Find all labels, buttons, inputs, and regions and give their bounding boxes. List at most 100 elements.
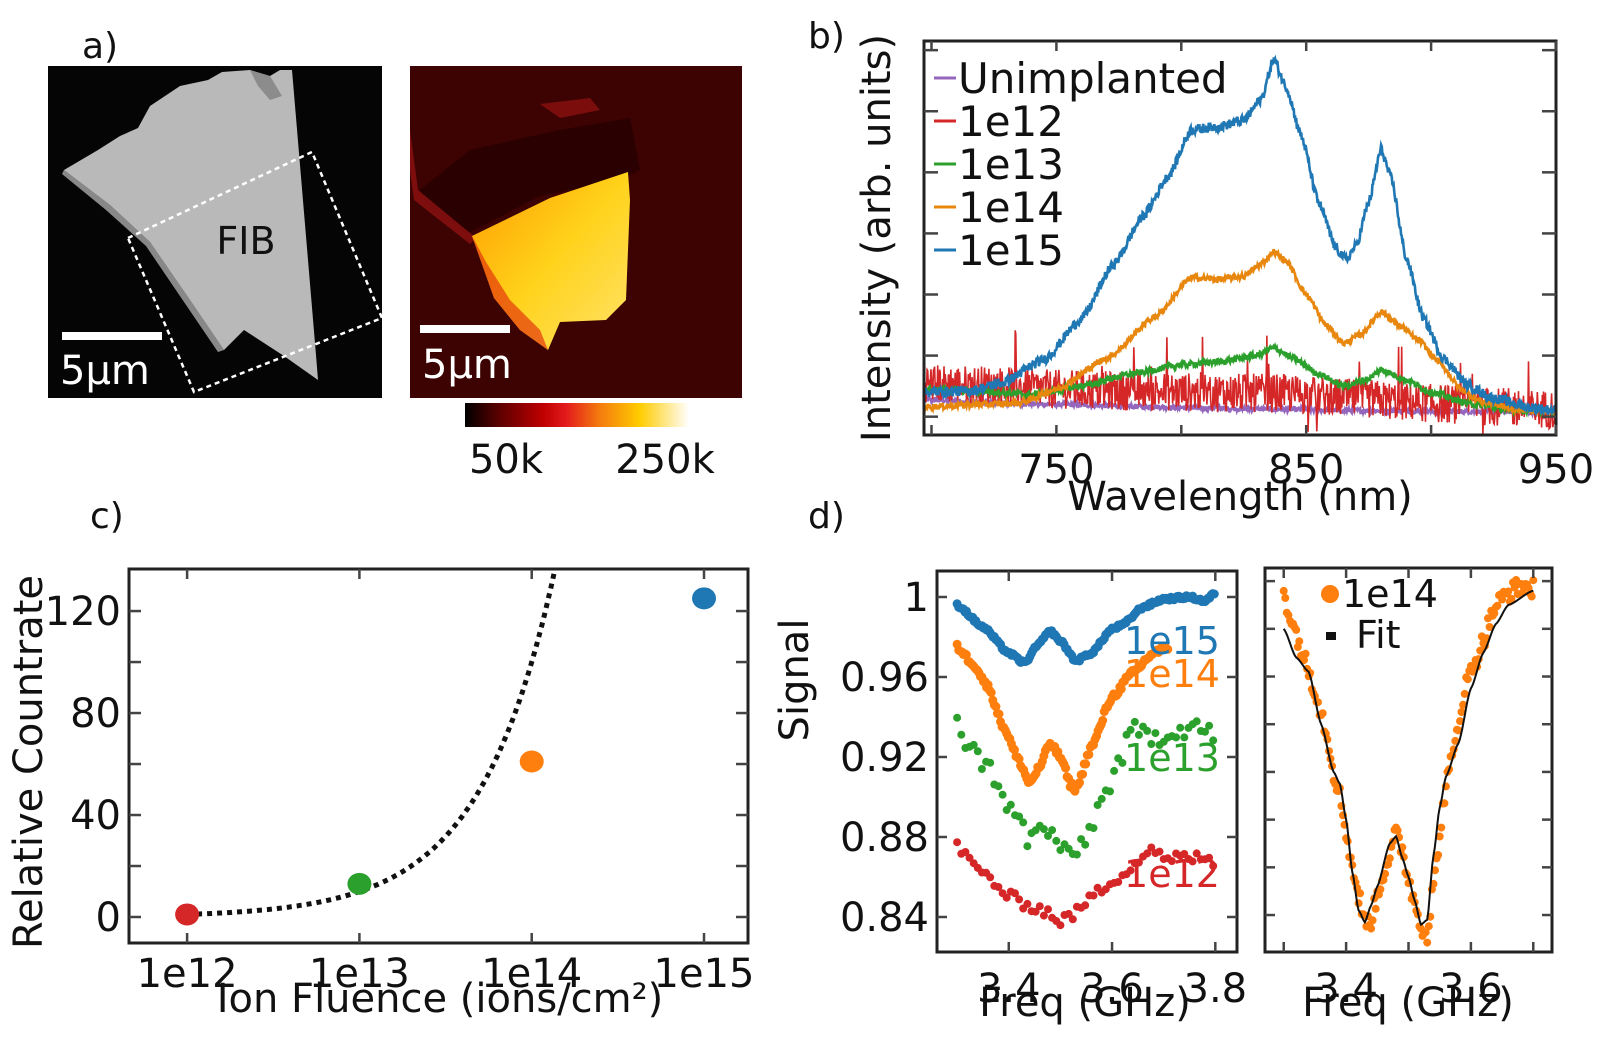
data-point: [994, 883, 1003, 891]
data-point: [1151, 729, 1160, 738]
series-line-unimplanted: [924, 393, 1556, 420]
axis-ticks-c: 1e12 1e13 1e14 1e15 0 40 80 120: [45, 569, 755, 997]
data-point: [1006, 800, 1015, 809]
y-tick-label: 40: [70, 793, 121, 839]
data-point: [961, 848, 970, 856]
y-tick-label: 0.84: [840, 895, 929, 941]
data-point: [1172, 733, 1181, 742]
data-point: [1493, 601, 1502, 610]
x-tick-label: 1e13: [309, 951, 410, 997]
data-point: [1529, 576, 1538, 585]
data-point: [1089, 824, 1098, 833]
data-point: [1393, 826, 1402, 835]
data-point: [1300, 656, 1308, 665]
colorbar-min-label: 50k: [469, 437, 544, 483]
data-point: [1437, 823, 1446, 832]
series-label: 1e14: [1124, 652, 1220, 696]
legend-label: 1e14: [958, 183, 1064, 232]
data-point: [1077, 835, 1086, 844]
x-axis-title-d-left: Freq (GHz): [979, 980, 1191, 1026]
data-point: [1435, 832, 1444, 841]
series-1e15: [952, 589, 1219, 667]
data-point: [1279, 586, 1288, 595]
plot-frame-c: [127, 567, 750, 945]
data-point: [1143, 849, 1152, 858]
data-point: [1457, 708, 1466, 716]
data-point: [1116, 684, 1126, 694]
data-point: [1056, 921, 1065, 930]
y-tick-label: 0.88: [840, 815, 929, 861]
data-point: [175, 903, 200, 926]
y-tick-label: 0.96: [840, 655, 929, 701]
data-point: [1463, 675, 1472, 684]
data-point: [1002, 893, 1011, 902]
data-point: [1454, 726, 1463, 735]
series-line-1e13: [924, 342, 1556, 419]
colorbar: 50k 250k: [465, 403, 716, 483]
x-tick-label: 3.4: [977, 966, 1041, 1012]
data-point: [1379, 875, 1388, 884]
data-point: [1081, 901, 1090, 910]
panel-label-b: b): [808, 16, 845, 57]
fit-curve: [187, 572, 557, 917]
data-point: [1192, 849, 1201, 858]
data-point: [1367, 924, 1376, 933]
data-point: [1019, 818, 1028, 827]
x-tick-label: 3.6: [1439, 966, 1503, 1012]
x-tick-label: 750: [1018, 447, 1094, 493]
data-point: [347, 872, 372, 895]
data-point: [991, 702, 1001, 712]
data-point: [1068, 915, 1077, 924]
data-point: [1072, 850, 1081, 859]
data-point: [1126, 725, 1135, 734]
data-point: [1192, 717, 1201, 726]
data-point: [1295, 637, 1304, 646]
data-point: [1143, 726, 1152, 735]
data-point: [1371, 904, 1380, 913]
data-point: [1126, 866, 1135, 875]
y-axis-title-c: Relative Countrate: [6, 575, 52, 949]
data-point: [1527, 592, 1536, 601]
legend-dash-marker: [1326, 632, 1336, 640]
data-point: [1010, 745, 1019, 755]
data-point: [1507, 594, 1516, 603]
data-point: [1134, 730, 1143, 739]
y-tick-label: 120: [45, 589, 121, 635]
axis-ticks-d-right: 3.4 3.6: [1265, 568, 1552, 1012]
data-point: [998, 790, 1007, 799]
data-point: [953, 838, 962, 847]
data-point: [994, 709, 1004, 719]
data-point: [1015, 895, 1024, 904]
data-point: [1424, 922, 1433, 931]
data-point: [1015, 812, 1024, 821]
x-tick-label: 3.8: [1184, 966, 1248, 1012]
scalebar-right-label: 5μm: [422, 342, 512, 388]
data-point: [1110, 766, 1119, 775]
scalebar-left: [62, 332, 162, 340]
series-1e13: [953, 713, 1218, 859]
sem-image: FIB 5μm: [48, 66, 384, 398]
series-label: 1e13: [1124, 736, 1220, 780]
y-tick-label: 1: [904, 575, 929, 621]
data-point: [1205, 721, 1214, 730]
data-point: [1318, 709, 1327, 718]
data-point: [1155, 847, 1164, 856]
data-point: [1044, 905, 1052, 914]
data-point: [1504, 587, 1513, 596]
data-point: [1292, 625, 1301, 634]
axis-ticks-b: 750 850 950: [924, 41, 1594, 493]
legend-label: 1e14: [1342, 572, 1438, 616]
x-tick-label: 950: [1518, 447, 1594, 493]
data-point: [1205, 853, 1214, 862]
panel-label-d: d): [808, 496, 845, 537]
data-point: [1180, 733, 1189, 742]
plot-frame-d-left: [935, 569, 1239, 954]
data-point: [1118, 758, 1127, 767]
data-point: [1356, 889, 1365, 898]
data-point: [1052, 836, 1061, 845]
data-point: [1039, 825, 1048, 834]
data-point: [1061, 763, 1071, 773]
series-line-1e15: [924, 54, 1556, 418]
y-axis-title-b: Intensity (arb. units): [854, 34, 900, 442]
fib-label: FIB: [216, 219, 275, 263]
